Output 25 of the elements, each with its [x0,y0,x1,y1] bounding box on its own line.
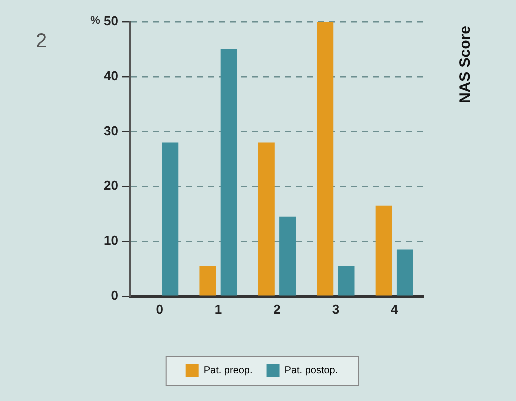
y-tick-label: 0 [111,288,118,303]
text: NAS Score [457,26,474,104]
legend-label: Pat. preop. [204,365,253,376]
y-tick-label: 40 [104,68,118,84]
bar [396,250,414,296]
bar [200,266,216,296]
y-tick-label: 10 [104,233,118,248]
x-tick-label: 4 [391,302,400,317]
x-tick-label: 2 [274,302,281,317]
bar [376,206,392,296]
y-tick-label: 50 [104,14,118,29]
legend-label: Pat. postop. [284,365,338,376]
bar [338,266,355,296]
y-tick-label: 30 [104,123,118,138]
bar [258,142,275,296]
bar [280,216,296,296]
x-tick-label: 1 [214,302,222,317]
x-tick-label: 0 [156,302,164,317]
bar [317,22,334,296]
text: 2 [36,30,48,53]
x-tick-label: 3 [332,302,340,317]
y-axis-title: % [90,15,101,28]
bar [162,142,179,296]
y-tick-label: 20 [104,178,118,194]
bar [220,49,238,296]
